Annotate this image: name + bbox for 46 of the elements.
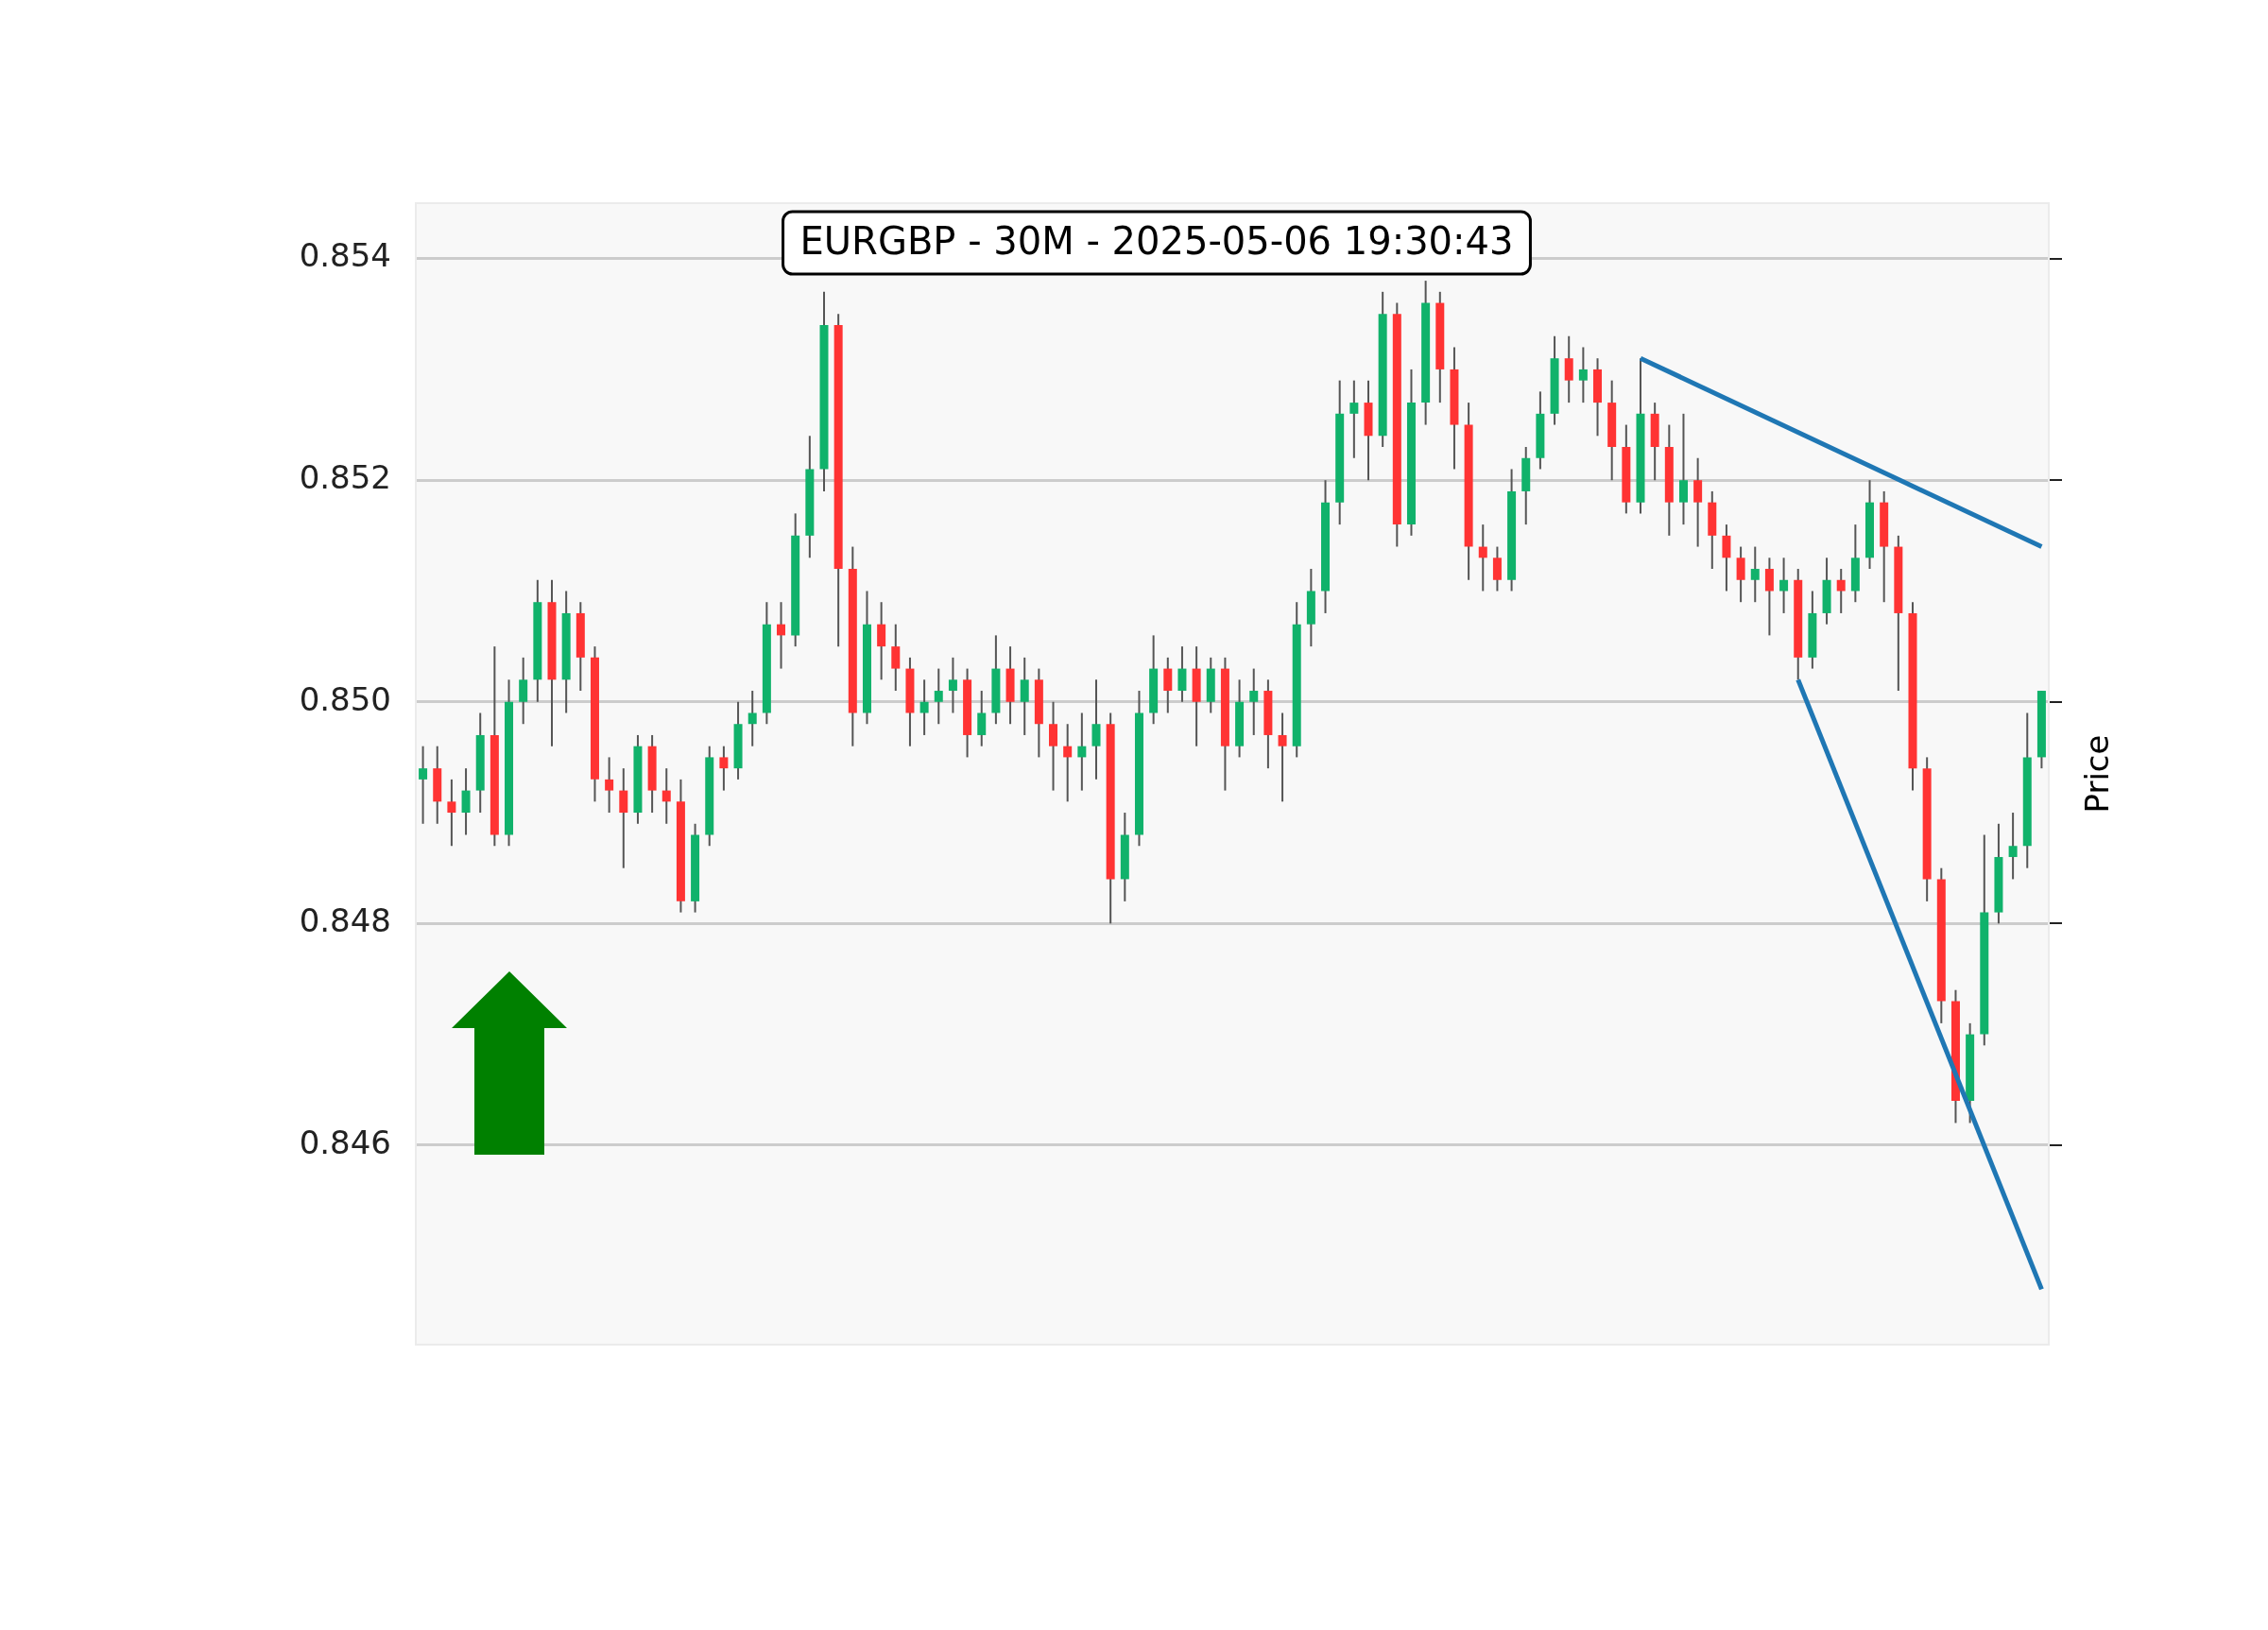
candlestick xyxy=(719,745,729,792)
candlestick xyxy=(948,656,957,714)
candlestick xyxy=(519,656,528,726)
text: EURGBP - 30M - 2025-05-06 19:30:43 xyxy=(799,219,1514,264)
candlestick xyxy=(447,778,456,848)
candlestick xyxy=(1249,667,1259,736)
y-tick-label: 0.852 xyxy=(299,458,391,497)
candlestick xyxy=(605,756,614,815)
candlestick xyxy=(1693,456,1703,548)
candlestick xyxy=(919,678,929,736)
candlestick xyxy=(1020,656,1029,736)
candlestick xyxy=(1836,568,1846,614)
candlestick xyxy=(1478,523,1487,592)
candlestick xyxy=(777,601,786,670)
candlestick xyxy=(1722,523,1731,592)
candlestick xyxy=(1077,712,1087,792)
candlestick xyxy=(1163,656,1173,714)
candlestick xyxy=(1764,557,1774,637)
candlestick xyxy=(1063,723,1073,803)
candlestick xyxy=(419,745,428,825)
candlestick xyxy=(619,767,628,869)
y-tick-label: 0.848 xyxy=(299,901,391,940)
candlestick xyxy=(977,690,987,747)
y-axis-title: Price xyxy=(2077,734,2116,814)
candlestick xyxy=(1278,712,1287,803)
candlestick xyxy=(1578,346,1588,404)
y-tick-label: 0.846 xyxy=(299,1123,391,1161)
candlestick xyxy=(1177,645,1187,703)
candlestick xyxy=(1736,545,1745,604)
candlestick xyxy=(891,623,901,693)
candlestick xyxy=(1678,412,1688,526)
candlestick xyxy=(1492,545,1502,592)
candlestick xyxy=(1564,335,1573,404)
candlestick xyxy=(1349,379,1359,459)
candlestick xyxy=(1750,545,1760,604)
candlestick xyxy=(2008,812,2018,881)
candlestick xyxy=(747,690,757,747)
candlestick xyxy=(1091,678,1101,781)
y-tick-label: 0.854 xyxy=(299,236,391,275)
candlestick xyxy=(877,601,886,681)
candlestick xyxy=(934,667,943,726)
candlestick xyxy=(1779,557,1789,614)
candlestick xyxy=(461,767,471,836)
candlestick xyxy=(662,767,671,825)
y-tick-label: 0.850 xyxy=(299,679,391,718)
candlestick xyxy=(1049,700,1058,792)
